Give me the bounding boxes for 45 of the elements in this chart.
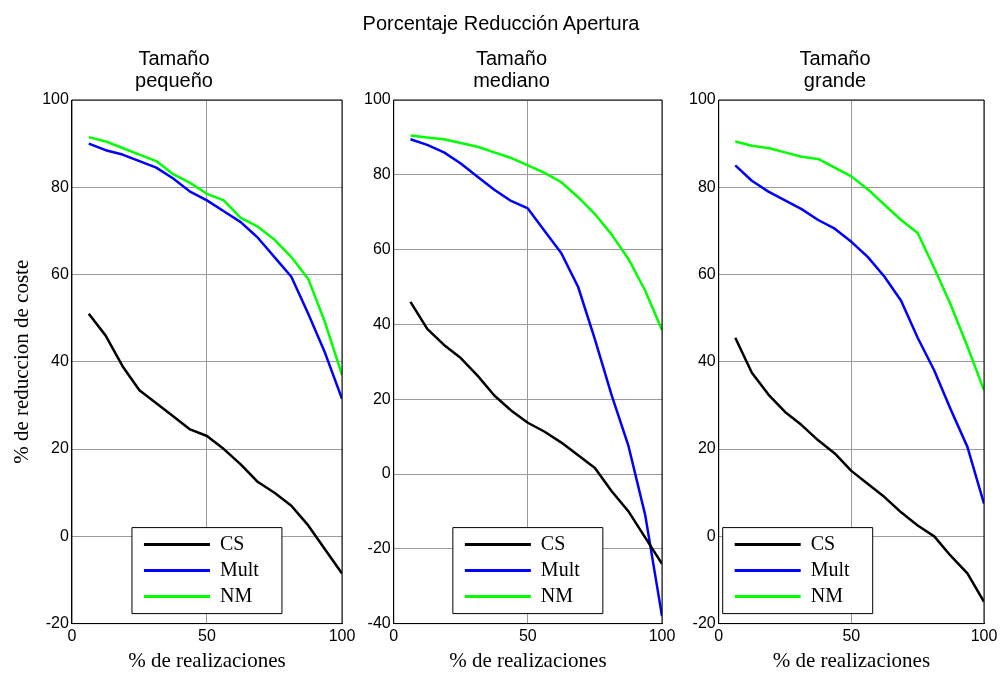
legend-label: CS	[540, 531, 566, 554]
legend-label: Mult	[219, 557, 260, 580]
y-tick-label: 0	[381, 464, 391, 482]
y-tick-label: 100	[42, 90, 69, 108]
y-tick-label: 40	[372, 314, 391, 332]
legend-label: Mult	[540, 557, 581, 580]
x-tick-label: 50	[198, 626, 216, 644]
y-tick-label: -20	[692, 614, 716, 632]
legend-label: Mult	[810, 557, 851, 580]
y-tick-label: -20	[367, 539, 391, 557]
legend-label: NM	[219, 583, 253, 606]
y-tick-label: 40	[697, 352, 716, 370]
x-tick-label: 100	[328, 626, 356, 644]
chart-title: Tamaño mediano	[473, 46, 550, 91]
y-tick-label: 80	[697, 177, 716, 195]
chart-title: Tamaño pequeño	[135, 46, 213, 91]
y-tick-label: 80	[51, 177, 69, 195]
y-tick-label: 20	[372, 389, 391, 407]
y-tick-label: 100	[688, 90, 716, 108]
x-axis-title: % de realizaciones	[128, 647, 286, 672]
x-tick-label: 100	[648, 626, 676, 644]
legend-label: NM	[810, 583, 844, 606]
y-tick-label: 20	[51, 439, 69, 457]
x-axis-title: % de realizaciones	[772, 647, 931, 672]
y-tick-label: 100	[363, 90, 391, 108]
text: Porcentaje Reducción Apertura	[361, 12, 641, 35]
legend-label: CS	[810, 531, 836, 554]
chart-title: Tamaño grande	[799, 46, 871, 91]
y-tick-label: 60	[372, 240, 391, 258]
y-tick-label: -40	[367, 614, 391, 632]
y-axis-title: % de reduccion de coste	[9, 259, 34, 464]
y-tick-label: 0	[706, 526, 716, 544]
y-tick-label: 60	[697, 264, 716, 282]
x-tick-label: 50	[842, 626, 861, 644]
y-tick-label: -20	[45, 614, 69, 632]
y-tick-label: 60	[51, 264, 69, 282]
y-tick-label: 0	[59, 526, 69, 544]
x-tick-label: 50	[518, 626, 537, 644]
y-tick-label: 80	[372, 165, 391, 183]
y-tick-label: 20	[697, 439, 716, 457]
legend-label: NM	[540, 583, 574, 606]
y-tick-label: 40	[51, 352, 69, 370]
legend-label: CS	[219, 531, 245, 554]
x-tick-label: 100	[970, 626, 998, 644]
x-axis-title: % de realizaciones	[449, 647, 607, 672]
